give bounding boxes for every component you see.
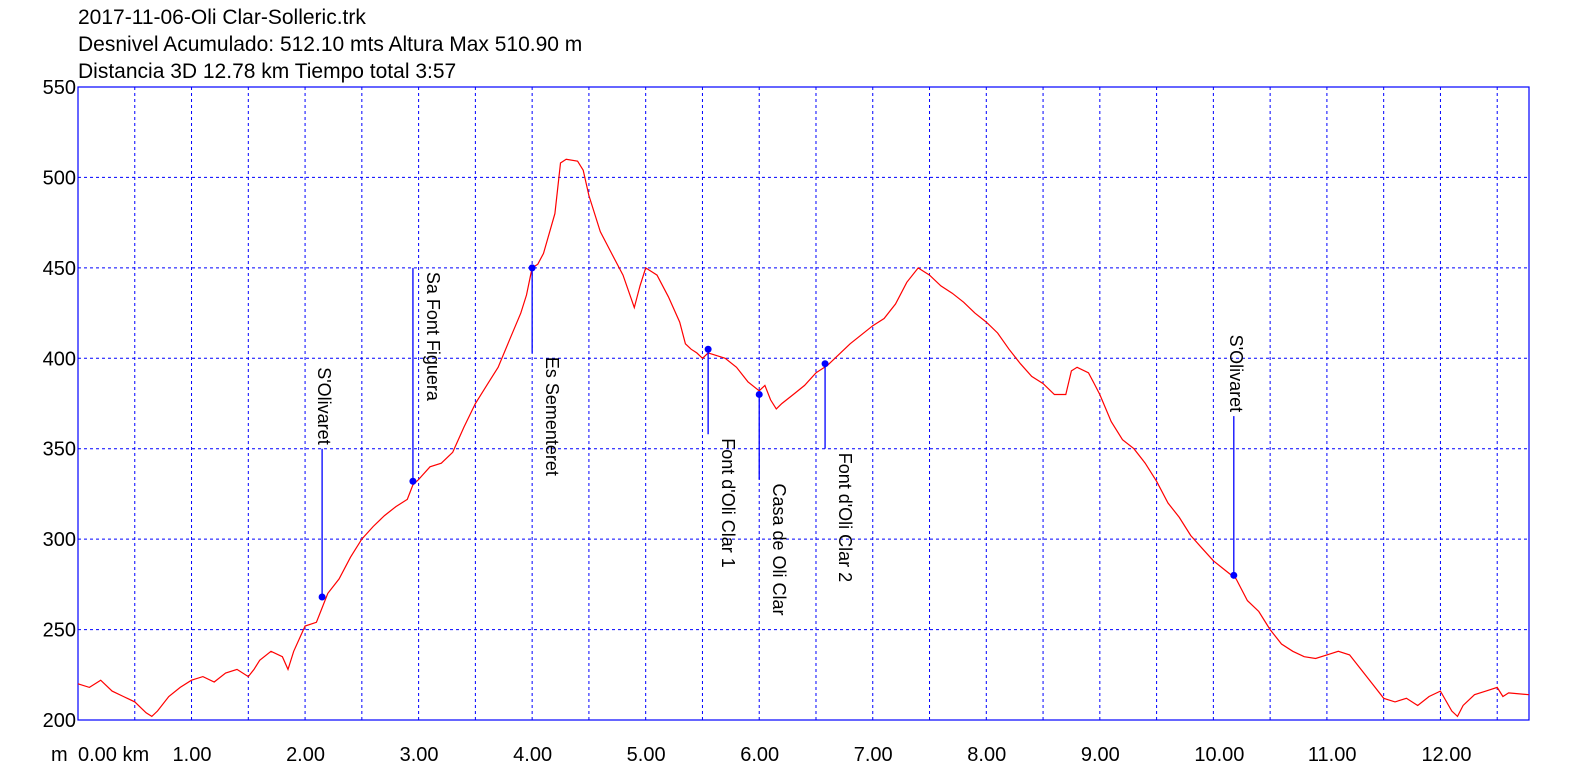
waypoint-marker [1230,571,1238,579]
waypoint: Es Sementeret [528,264,562,476]
x-tick-label: 9.00 [1081,744,1120,766]
x-unit-label: m [51,744,68,766]
waypoint: S'Olivaret [314,367,334,601]
waypoint-marker [704,345,712,353]
elevation-summary: Desnivel Acumulado: 512.10 mts Altura Ma… [78,33,583,56]
x-tick-label: 8.00 [967,744,1006,766]
x-tick-label: 4.00 [513,744,552,766]
waypoint-label: Sa Font Figuera [423,272,443,402]
y-tick-label: 250 [43,620,76,642]
x-tick-label: 10.00 [1194,744,1244,766]
waypoint-label: S'Olivaret [314,367,334,444]
waypoint-label: Font d'Oli Clar 2 [835,453,855,582]
y-tick-label: 550 [43,77,76,99]
x-tick-label: 7.00 [854,744,893,766]
waypoint: S'Olivaret [1226,335,1246,579]
y-tick-label: 300 [43,529,76,551]
waypoint-marker [821,360,829,368]
x-tick-label: 0.00 km [78,744,149,766]
waypoint-label: S'Olivaret [1226,335,1246,412]
y-tick-label: 350 [43,439,76,461]
waypoint: Font d'Oli Clar 1 [704,345,738,568]
waypoint-marker [755,390,763,398]
waypoint-marker [528,264,536,272]
y-tick-label: 200 [43,710,76,732]
waypoint-marker [409,477,417,485]
y-tick-label: 500 [43,167,76,189]
waypoint: Font d'Oli Clar 2 [821,360,855,582]
distance-time-summary: Distancia 3D 12.78 km Tiempo total 3:57 [78,60,457,83]
x-tick-label: 6.00 [740,744,779,766]
x-tick-label: 12.00 [1421,744,1471,766]
x-tick-label: 2.00 [286,744,325,766]
x-tick-label: 5.00 [627,744,666,766]
waypoint-label: Font d'Oli Clar 1 [718,438,738,567]
waypoint-label: Casa de Oli Clar [769,483,789,615]
y-tick-label: 400 [43,348,76,370]
x-tick-label: 3.00 [400,744,439,766]
y-tick-label: 450 [43,258,76,280]
x-tick-label: 11.00 [1308,744,1357,766]
x-tick-label: 1.00 [173,744,212,766]
chart-header: 2017-11-06-Oli Clar-Solleric.trk Desnive… [78,4,582,85]
waypoint-marker [318,593,326,601]
waypoint: Casa de Oli Clar [755,390,789,616]
elevation-line [77,158,1530,718]
plot-frame [77,86,1530,721]
file-name: 2017-11-06-Oli Clar-Solleric.trk [78,6,366,29]
waypoint: Sa Font Figuera [409,267,443,485]
waypoint-label: Es Sementeret [542,357,562,476]
grid-lines [77,86,1529,721]
